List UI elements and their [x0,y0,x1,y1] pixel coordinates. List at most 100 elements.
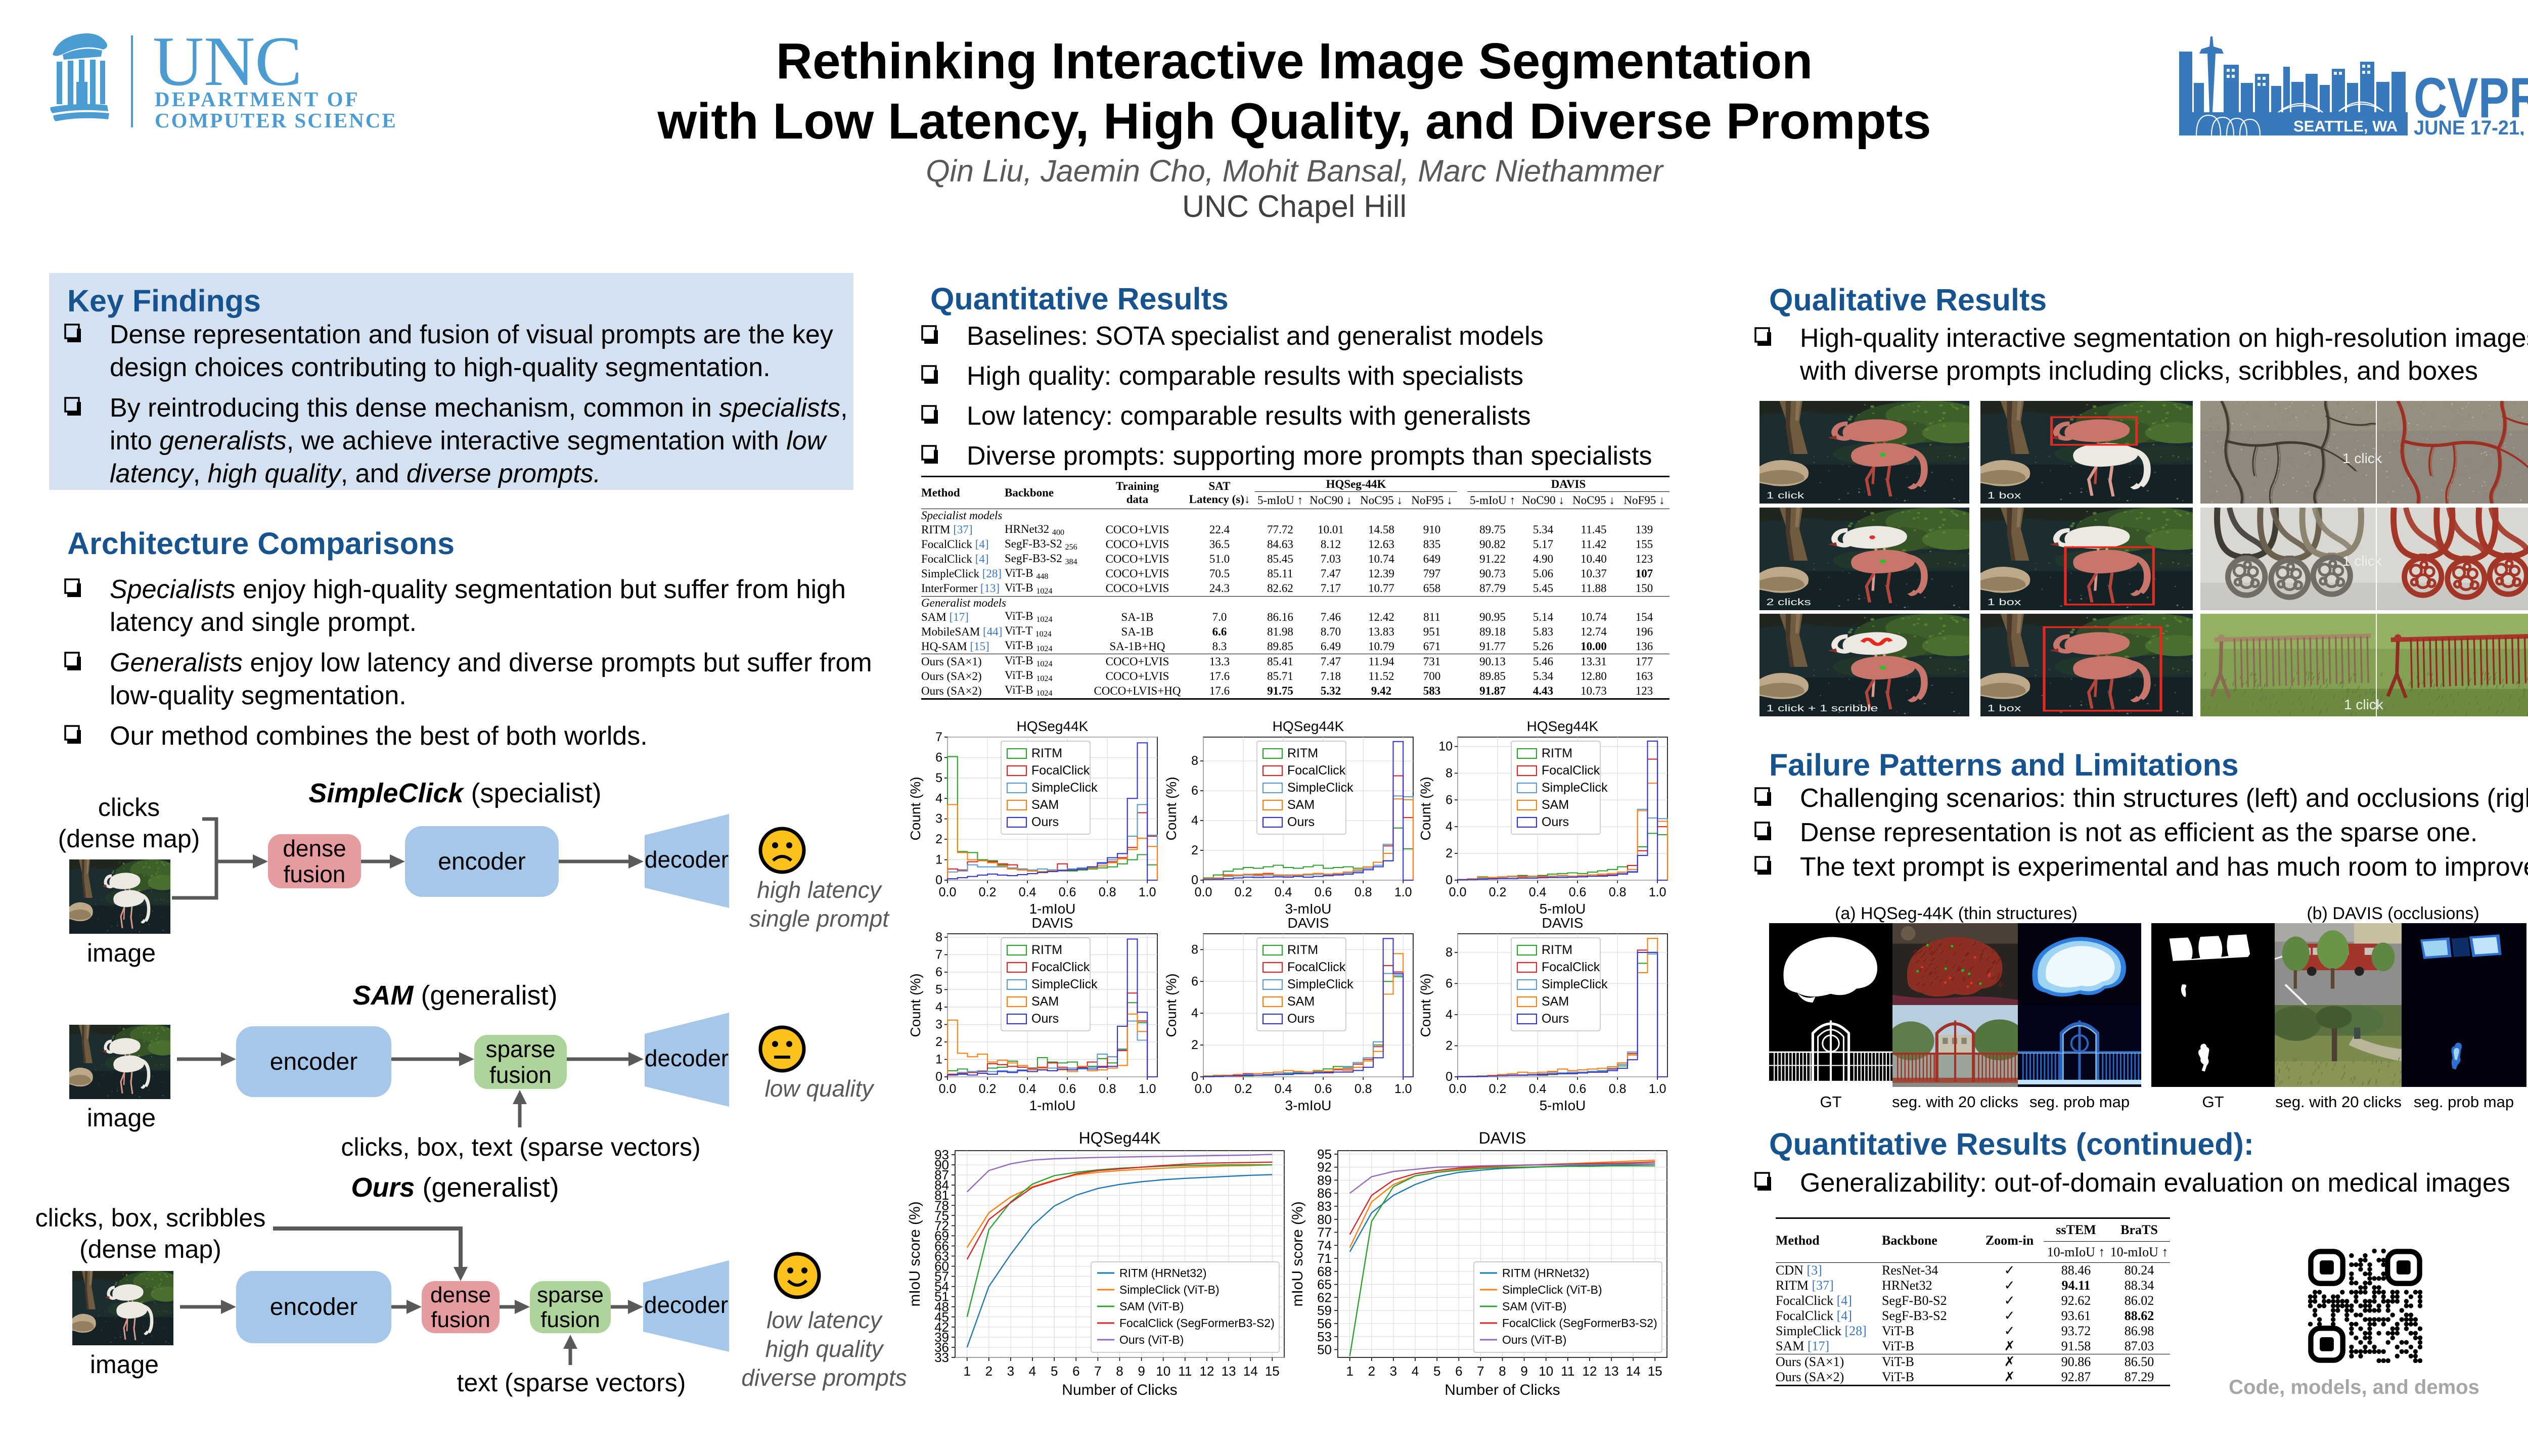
svg-text:59: 59 [1317,1303,1332,1318]
svg-text:13: 13 [1222,1363,1236,1379]
svg-text:0.6: 0.6 [1059,1082,1076,1096]
svg-text:SimpleClick: SimpleClick [1542,977,1608,991]
svg-text:Ours: Ours [1542,1012,1569,1026]
svg-text:0.2: 0.2 [1235,885,1252,899]
svg-text:83: 83 [1317,1199,1332,1214]
svg-text:5: 5 [1433,1363,1440,1379]
svg-text:1: 1 [1346,1363,1353,1379]
svg-text:2: 2 [935,1035,942,1049]
svg-text:0: 0 [1446,873,1453,887]
svg-text:7: 7 [935,730,942,744]
svg-text:5: 5 [1051,1363,1058,1379]
svg-text:72: 72 [934,1218,949,1233]
svg-text:4: 4 [935,1000,942,1014]
svg-text:63: 63 [934,1249,949,1264]
svg-text:CVPR: CVPR [2414,66,2528,129]
svg-text:0.4: 0.4 [1529,1082,1547,1096]
svg-text:SEATTLE, WA: SEATTLE, WA [2293,117,2398,135]
svg-text:6: 6 [935,965,942,979]
svg-text:4: 4 [1412,1363,1419,1379]
svg-text:69: 69 [934,1228,949,1243]
svg-text:2: 2 [985,1363,992,1379]
svg-text:SAM (ViT-B): SAM (ViT-B) [1502,1300,1566,1313]
svg-text:Count (%): Count (%) [910,777,923,840]
svg-text:RITM: RITM [1287,746,1318,760]
svg-text:Ours: Ours [1287,815,1315,829]
svg-text:1-mIoU: 1-mIoU [1029,901,1076,917]
svg-text:3: 3 [935,1018,942,1032]
svg-text:0.0: 0.0 [1449,885,1467,899]
svg-text:JUNE 17-21, 2024: JUNE 17-21, 2024 [2414,117,2528,135]
svg-text:HQSeg44K: HQSeg44K [1079,1129,1161,1147]
svg-text:11: 11 [1561,1363,1574,1379]
svg-text:Ours (ViT-B): Ours (ViT-B) [1119,1333,1184,1346]
svg-text:7: 7 [1477,1363,1484,1379]
svg-text:13: 13 [1604,1363,1619,1379]
svg-text:Count (%): Count (%) [1166,973,1179,1037]
svg-text:0.2: 0.2 [1489,1082,1507,1096]
svg-text:1.0: 1.0 [1394,885,1412,899]
svg-text:Ours: Ours [1031,1012,1059,1026]
svg-text:53: 53 [1317,1329,1332,1344]
svg-text:89: 89 [1317,1172,1332,1188]
svg-text:68: 68 [1317,1264,1332,1279]
svg-text:2: 2 [1446,846,1453,860]
svg-text:Ours: Ours [1287,1012,1315,1026]
svg-text:75: 75 [934,1208,949,1223]
svg-text:74: 74 [1317,1238,1332,1253]
svg-text:92: 92 [1317,1160,1332,1175]
svg-text:decoder: decoder [644,1292,728,1318]
svg-text:mIoU score (%): mIoU score (%) [907,1201,923,1306]
svg-text:1-mIoU: 1-mIoU [1029,1098,1076,1113]
svg-text:3: 3 [1007,1363,1014,1379]
svg-text:77: 77 [1317,1225,1332,1240]
svg-text:2: 2 [1191,843,1198,857]
svg-text:FocalClick: FocalClick [1542,763,1600,778]
svg-text:decoder: decoder [645,1045,729,1071]
svg-text:RITM: RITM [1542,943,1572,957]
svg-text:1.0: 1.0 [1394,1082,1412,1096]
svg-text:6: 6 [1446,976,1453,990]
svg-text:5-mIoU: 5-mIoU [1540,901,1586,917]
svg-text:FocalClick (SegFormerB3-S2): FocalClick (SegFormerB3-S2) [1119,1316,1275,1330]
svg-text:SimpleClick (ViT-B): SimpleClick (ViT-B) [1119,1283,1220,1296]
svg-text:12: 12 [1583,1363,1597,1379]
svg-text:87: 87 [934,1167,949,1182]
svg-text:8: 8 [935,930,942,944]
svg-text:1.0: 1.0 [1139,885,1156,899]
svg-text:RITM (HRNet32): RITM (HRNet32) [1119,1266,1207,1280]
svg-text:Number of Clicks: Number of Clicks [1062,1382,1177,1398]
svg-text:0.8: 0.8 [1355,1082,1372,1096]
svg-text:0.2: 0.2 [1235,1082,1252,1096]
svg-text:0.2: 0.2 [979,1082,997,1096]
svg-text:3-mIoU: 3-mIoU [1285,1098,1332,1113]
svg-text:1: 1 [935,1053,942,1067]
svg-text:4: 4 [1446,820,1453,834]
svg-text:42: 42 [934,1320,949,1335]
svg-text:RITM: RITM [1031,943,1062,957]
svg-text:9: 9 [1520,1363,1527,1379]
svg-text:FocalClick: FocalClick [1287,960,1346,974]
svg-text:8: 8 [1499,1363,1506,1379]
svg-text:4: 4 [935,791,942,805]
svg-text:FocalClick (SegFormerB3-S2): FocalClick (SegFormerB3-S2) [1502,1316,1657,1330]
svg-text:2 clicks: 2 clicks [1766,597,1811,608]
svg-text:0.8: 0.8 [1609,1082,1627,1096]
svg-text:SAM: SAM [1287,798,1315,812]
svg-text:COMPUTER SCIENCE: COMPUTER SCIENCE [155,109,397,132]
svg-text:12: 12 [1200,1363,1214,1379]
svg-text:11: 11 [1178,1363,1192,1379]
svg-text:SAM: SAM [1031,994,1059,1009]
svg-text:0.6: 0.6 [1569,1082,1587,1096]
svg-text:DAVIS: DAVIS [1542,915,1584,931]
svg-text:50: 50 [1317,1342,1332,1357]
svg-text:36: 36 [934,1340,949,1355]
svg-text:0.6: 0.6 [1569,885,1587,899]
svg-text:0.0: 0.0 [1195,1082,1212,1096]
svg-text:7: 7 [935,947,942,962]
svg-text:1: 1 [963,1363,970,1379]
svg-text:81: 81 [934,1188,949,1203]
svg-text:0.8: 0.8 [1099,1082,1116,1096]
svg-text:HQSeg44K: HQSeg44K [1273,718,1344,734]
svg-text:71: 71 [1317,1251,1332,1266]
